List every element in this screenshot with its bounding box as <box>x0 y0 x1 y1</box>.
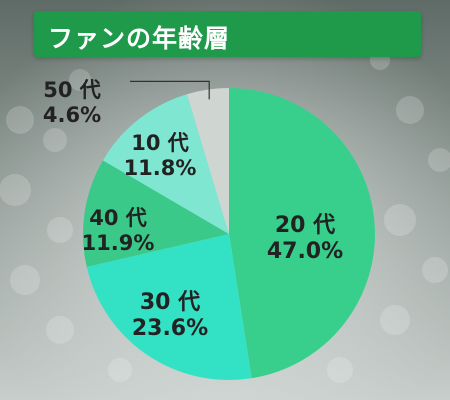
slice-value-5: 4.6% <box>43 103 101 127</box>
slice-value-2: 23.6% <box>132 316 208 341</box>
slice-value-3: 11.9% <box>82 231 155 255</box>
pie-slice-4 <box>102 94 229 234</box>
title-bar: ファンの年齢層 <box>34 11 421 57</box>
slice-label-3: 40 代 <box>89 206 147 230</box>
pie-slice-1 <box>229 88 375 379</box>
pie-slice-2 <box>86 234 252 380</box>
slice-value-4: 11.8% <box>124 156 197 180</box>
pie-slice-5 <box>186 88 229 234</box>
slice-label-4: 10 代 <box>131 131 189 155</box>
slice-value-1: 47.0% <box>267 239 343 264</box>
pie-slice-3 <box>82 160 229 267</box>
slice-label-2: 30 代 <box>140 290 200 315</box>
slice-label-5: 50 代 <box>43 78 101 102</box>
slice-label-1: 20 代 <box>275 213 335 238</box>
chart-title: ファンの年齢層 <box>48 24 231 53</box>
leader-line <box>130 80 210 100</box>
